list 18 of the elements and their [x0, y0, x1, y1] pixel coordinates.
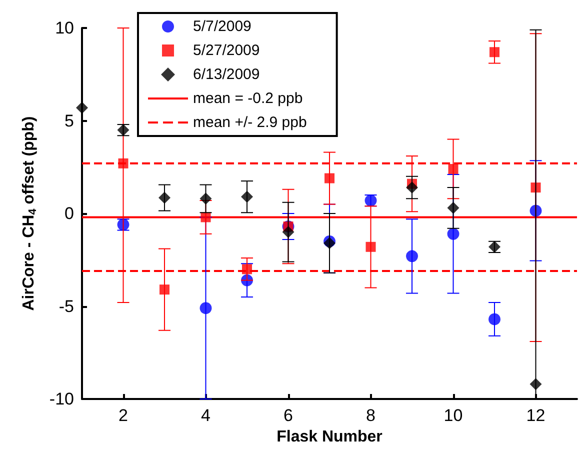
legend-label: 5/7/2009	[193, 18, 252, 35]
y-axis-title: AirCore - CH4 offset (ppb)	[20, 116, 40, 311]
y-tick-label: -10	[49, 390, 74, 408]
x-axis-title: Flask Number	[276, 428, 382, 446]
y-tick-label: 0	[64, 204, 74, 223]
legend-label: mean +/- 2.9 ppb	[193, 114, 307, 131]
x-tick-label: 12	[526, 406, 546, 425]
x-tick-label: 2	[118, 406, 128, 425]
legend-label: 5/27/2009	[193, 42, 260, 59]
x-tick-label: 10	[444, 406, 463, 425]
y-tick-label: 5	[64, 111, 74, 130]
x-tick-label: 8	[366, 406, 376, 425]
y-tick-label: 10	[55, 18, 74, 38]
legend-label: mean = -0.2 ppb	[193, 90, 303, 107]
x-tick-label: 4	[201, 406, 210, 425]
legend-label: 6/13/2009	[193, 66, 260, 83]
x-tick-label: 6	[284, 406, 293, 425]
y-tick-label: -5	[58, 296, 74, 316]
